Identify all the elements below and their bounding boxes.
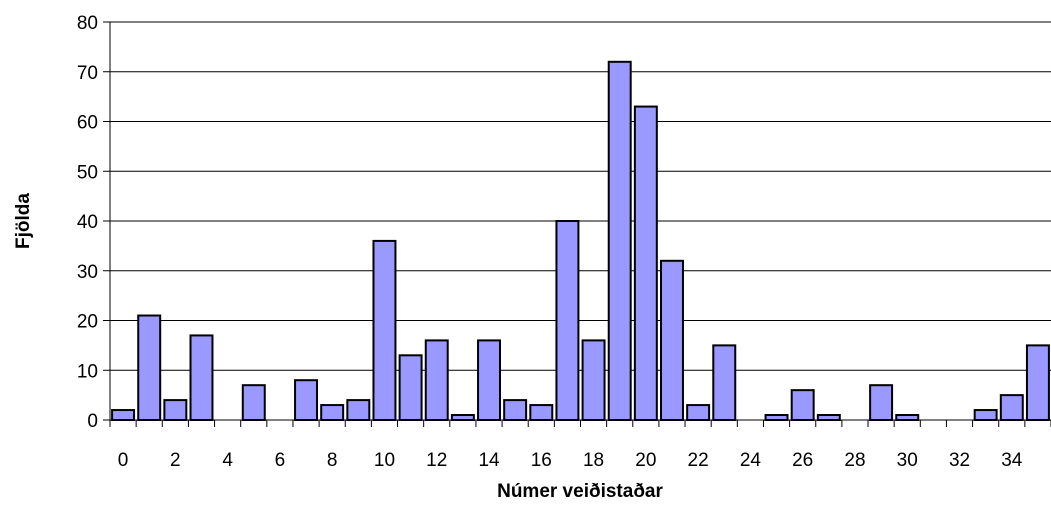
bar-12 xyxy=(424,339,449,421)
x-tick-label-10: 10 xyxy=(374,450,395,471)
bar-17 xyxy=(555,220,580,421)
bar-5 xyxy=(241,384,266,421)
y-tick-label-60: 60 xyxy=(77,113,98,134)
bar-9 xyxy=(346,399,371,422)
x-axis-title: Númer veiðistaðar xyxy=(497,481,663,502)
bar-33 xyxy=(973,409,998,421)
y-tick-label-40: 40 xyxy=(77,212,98,233)
y-tick-label-20: 20 xyxy=(77,312,98,333)
x-tick-label-24: 24 xyxy=(740,450,762,471)
bar-11 xyxy=(398,354,423,422)
bar-22 xyxy=(686,404,711,422)
bar-0 xyxy=(111,409,136,421)
bar-29 xyxy=(869,384,894,421)
bar-26 xyxy=(790,389,815,421)
x-tick-label-18: 18 xyxy=(583,450,604,471)
x-tick-label-16: 16 xyxy=(531,450,552,471)
bar-35 xyxy=(1025,344,1050,422)
x-tick-label-14: 14 xyxy=(478,450,500,471)
gridlines xyxy=(110,21,1051,371)
bar-8 xyxy=(320,404,345,422)
x-tick-label-0: 0 xyxy=(118,450,129,471)
y-tick-labels: 0 10 20 30 40 50 60 70 80 xyxy=(77,13,98,432)
x-tick-labels: 0 2 4 6 8 10 12 14 16 18 20 22 24 26 28 30 32 34 xyxy=(118,450,1023,471)
bar-15 xyxy=(503,399,528,422)
x-tick-label-30: 30 xyxy=(897,450,918,471)
y-tick-label-50: 50 xyxy=(77,162,98,183)
x-tick-label-6: 6 xyxy=(275,450,286,471)
y-tick-label-30: 30 xyxy=(77,262,98,283)
bar-3 xyxy=(189,334,214,421)
bar-23 xyxy=(712,344,737,422)
x-tick-label-4: 4 xyxy=(222,450,233,471)
bar-10 xyxy=(372,239,397,421)
bar-20 xyxy=(633,105,658,421)
bar-21 xyxy=(660,259,684,421)
y-axis-title: Fjölda xyxy=(13,193,34,249)
x-tick-label-2: 2 xyxy=(170,450,181,471)
bar-13 xyxy=(450,414,475,421)
x-tick-label-28: 28 xyxy=(844,450,865,471)
x-tick-label-8: 8 xyxy=(327,450,338,471)
x-tick-label-32: 32 xyxy=(949,450,970,471)
bar-7 xyxy=(294,379,319,422)
bar-30 xyxy=(895,414,920,421)
bar-14 xyxy=(477,339,502,421)
y-tick-label-0: 0 xyxy=(87,411,98,432)
y-tick-label-70: 70 xyxy=(77,63,98,84)
x-tick-label-22: 22 xyxy=(688,450,709,471)
y-tick-label-10: 10 xyxy=(77,361,98,382)
x-tick-label-12: 12 xyxy=(426,450,447,471)
bar-25 xyxy=(764,414,789,421)
bar-34 xyxy=(999,394,1024,422)
x-tick-label-34: 34 xyxy=(1001,450,1023,471)
bar-27 xyxy=(816,414,841,421)
x-tick-label-26: 26 xyxy=(792,450,813,471)
bar-19 xyxy=(607,60,632,422)
axes xyxy=(103,21,1051,427)
bar-2 xyxy=(163,399,188,422)
bar-1 xyxy=(137,314,162,421)
x-tick-label-20: 20 xyxy=(635,450,656,471)
y-tick-label-80: 80 xyxy=(77,13,98,34)
bars xyxy=(111,60,1050,422)
bar-18 xyxy=(581,339,606,421)
bar-16 xyxy=(529,404,554,422)
